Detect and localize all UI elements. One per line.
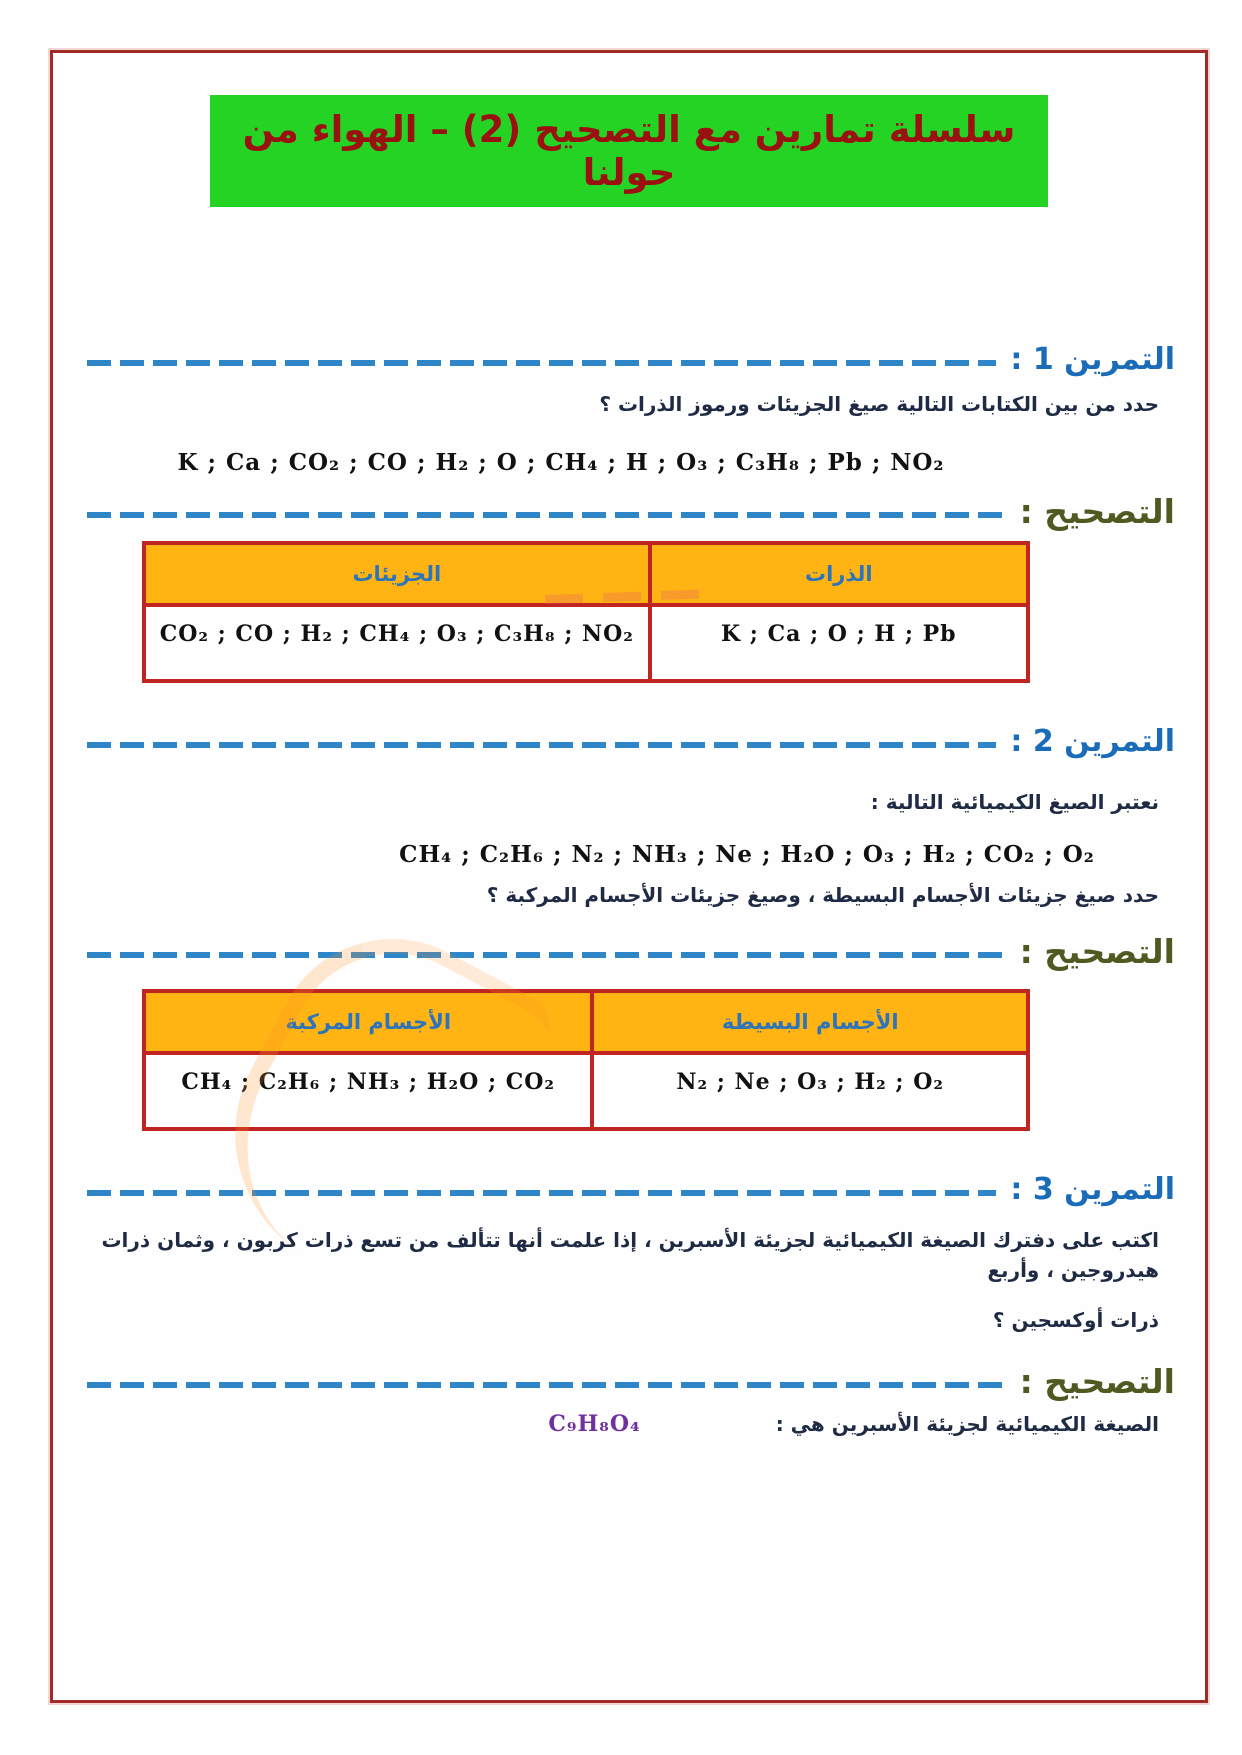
document-title: سلسلة تمارين مع التصحيح (2) – الهواء من … (210, 95, 1048, 207)
exercise3-question-line1: اكتب على دفترك الصيغة الكيميائية لجزيئة … (101, 1228, 1159, 1282)
exercise1-label: التمرين 1 : (1010, 342, 1175, 377)
table1-body-row: K ; Ca ; O ; H ; Pb CO₂ ; CO ; H₂ ; CH₄ … (146, 607, 1026, 679)
dashed-rule (87, 1381, 1006, 1388)
dashed-rule (87, 511, 1006, 518)
exercise3-answer-row: الصيغة الكيميائية لجزيئة الأسبرين هي : C… (83, 1411, 1175, 1437)
table1-header-row: الذرات الجزيئات (146, 545, 1026, 607)
dashed-rule (87, 1189, 997, 1196)
exercise2-intro: نعتبر الصيغ الكيميائية التالية : (870, 790, 1159, 814)
exercise1-question: حدد من بين الكتابات التالية صيغ الجزيئات… (599, 392, 1159, 416)
correction3-label: التصحيح : (1019, 1362, 1175, 1401)
correction2-label: التصحيح : (1019, 932, 1175, 971)
table1-cell-atoms: K ; Ca ; O ; H ; Pb (647, 607, 1026, 679)
correction1-heading: التصحيح : (83, 492, 1175, 531)
exercise3-question-line2: ذرات أوكسجين ؟ (992, 1308, 1159, 1332)
dashed-rule (87, 741, 997, 748)
table1-cell-molecules: CO₂ ; CO ; H₂ ; CH₄ ; O₃ ; C₃H₈ ; NO₂ (159, 621, 634, 647)
exercise3-answer-label: الصيغة الكيميائية لجزيئة الأسبرين هي : (775, 1412, 1159, 1436)
table2-header-compound-bodies: الأجسام المركبة (146, 993, 591, 1055)
table2-cell-simple-bodies: N₂ ; Ne ; O₃ ; H₂ ; O₂ (590, 1055, 1026, 1127)
table2-header-simple-bodies: الأجسام البسيطة (590, 993, 1026, 1055)
exercise3-heading: التمرين 3 : (83, 1172, 1175, 1207)
exercise1-heading: التمرين 1 : (83, 342, 1175, 377)
correction2-heading: التصحيح : (83, 932, 1175, 971)
exercise2-question: حدد صيغ جزيئات الأجسام البسيطة ، وصيغ جز… (486, 883, 1159, 907)
exercise2-formula-list: CH₄ ; C₂H₆ ; N₂ ; NH₃ ; Ne ; H₂O ; O₃ ; … (399, 841, 1095, 868)
correction1-table: الذرات الجزيئات K ; Ca ; O ; H ; Pb CO₂ … (142, 541, 1030, 683)
exercise2-label: التمرين 2 : (1010, 724, 1175, 759)
exercise2-heading: التمرين 2 : (83, 724, 1175, 759)
dashed-rule (87, 951, 1006, 958)
dashed-rule (87, 359, 997, 366)
table1-header-molecules: الجزيئات (146, 545, 648, 607)
table2-header-row: الأجسام البسيطة الأجسام المركبة (146, 993, 1026, 1055)
correction3-heading: التصحيح : (83, 1362, 1175, 1401)
correction2-table: الأجسام البسيطة الأجسام المركبة N₂ ; Ne … (142, 989, 1030, 1131)
correction1-label: التصحيح : (1019, 492, 1175, 531)
table1-header-atoms: الذرات (647, 545, 1026, 607)
exercise1-formula-list: K ; Ca ; CO₂ ; CO ; H₂ ; O ; CH₄ ; H ; O… (177, 449, 945, 476)
aspirin-formula: C₉H₈O₄ (548, 1411, 641, 1437)
exercise3-label: التمرين 3 : (1010, 1172, 1175, 1207)
table2-body-row: N₂ ; Ne ; O₃ ; H₂ ; O₂ CH₄ ; C₂H₆ ; NH₃ … (146, 1055, 1026, 1127)
table2-cell-compound-bodies: CH₄ ; C₂H₆ ; NH₃ ; H₂O ; CO₂ (181, 1069, 556, 1095)
document-page-frame: سلسلة تمارين مع التصحيح (2) – الهواء من … (50, 50, 1208, 1703)
